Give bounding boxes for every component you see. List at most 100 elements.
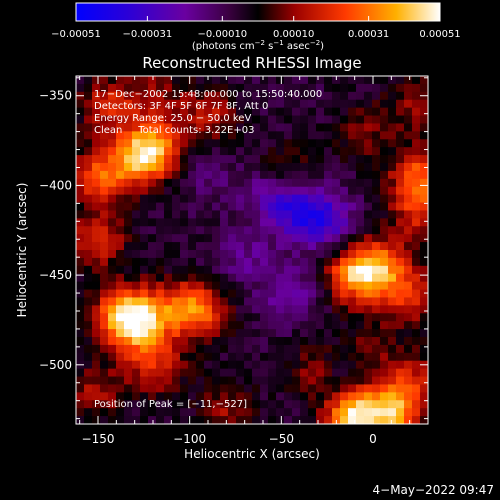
heatmap-cell [164,281,173,291]
heatmap-cell [260,202,269,212]
heatmap-cell [404,329,413,338]
heatmap-cell [116,147,125,156]
heatmap-cell [180,408,189,417]
heatmap-cell [228,281,237,291]
heatmap-cell [140,139,149,148]
heatmap-cell [292,313,301,322]
heatmap-cell [220,368,229,378]
heatmap-cell [148,297,157,306]
heatmap-cell [124,186,133,196]
heatmap-cell [92,305,101,314]
heatmap-cell [276,194,285,204]
colorbar-tick-label: 0.00031 [348,29,389,40]
heatmap-cell [396,376,405,386]
heatmap-cell [188,218,197,227]
heatmap-cell [172,99,181,109]
heatmap-cell [284,352,293,362]
heatmap-cell [180,289,189,299]
heatmap-cell [228,91,237,101]
heatmap-cell [308,218,317,227]
annotation-energy-range: Energy Range: 25.0 − 50.0 keV [94,113,251,124]
heatmap-cell [196,218,205,227]
heatmap-cell [132,155,141,164]
heatmap-cell [124,368,133,378]
heatmap-cell [84,376,93,386]
heatmap-cell [156,313,165,322]
heatmap-cell [196,99,205,109]
heatmap-cell [404,226,413,235]
heatmap-cell [420,273,428,283]
heatmap-cell [92,250,101,259]
heatmap-cell [188,392,197,401]
heatmap-cell [92,289,101,299]
heatmap-cell [316,313,325,322]
heatmap-cell [404,376,413,386]
heatmap-cell [276,170,285,180]
heatmap-cell [92,352,101,362]
heatmap-cell [188,170,197,180]
heatmap-cell [188,123,197,132]
heatmap-cell [108,218,117,227]
heatmap-cell [412,313,421,322]
heatmap-cell [372,194,381,204]
heatmap-cell [308,131,317,140]
heatmap-cell [228,234,237,243]
heatmap-cell [244,131,253,140]
heatmap-cell [284,226,293,235]
heatmap-cell [180,321,189,330]
heatmap-cell [332,273,341,283]
heatmap-cell [324,99,333,109]
heatmap-cell [92,139,101,148]
heatmap-cell [188,83,197,93]
heatmap-cell [268,376,277,386]
heatmap-cell [340,194,349,204]
heatmap-cell [340,178,349,188]
heatmap-cell [92,147,101,156]
heatmap-cell [140,107,149,117]
heatmap-cell [252,131,261,140]
heatmap-cell [356,83,365,93]
heatmap-cell [204,392,213,401]
heatmap-cell [364,99,373,109]
heatmap-cell [164,242,173,251]
heatmap-cell [380,392,389,401]
heatmap-cell [308,265,317,275]
heatmap-cell [324,368,333,378]
heatmap-cell [100,416,109,424]
heatmap-cell [196,352,205,362]
heatmap-cell [340,186,349,196]
heatmap-cell [284,344,293,354]
heatmap-cell [396,147,405,156]
heatmap-cell [124,281,133,291]
heatmap-cell [140,234,149,243]
heatmap-cell [324,305,333,314]
heatmap-cell [100,107,109,117]
heatmap-cell [172,147,181,156]
heatmap-cell [188,163,197,172]
heatmap-cell [356,392,365,401]
heatmap-cell [316,218,325,227]
heatmap-cell [236,99,245,109]
heatmap-cell [292,250,301,259]
heatmap-cell [196,265,205,275]
heatmap-cell [100,139,109,148]
heatmap-cell [396,76,405,85]
heatmap-cell [76,265,85,275]
heatmap-cell [140,194,149,204]
heatmap-cell [172,210,181,219]
heatmap-cell [404,99,413,109]
heatmap-cell [84,384,93,393]
heatmap-cell [188,297,197,306]
heatmap-cell [268,139,277,148]
heatmap-cell [196,400,205,409]
heatmap-cell [260,139,269,148]
heatmap-cell [132,305,141,314]
x-axis-label: Heliocentric X (arcsec) [184,447,320,461]
heatmap-cell [228,147,237,156]
heatmap-cell [300,281,309,291]
heatmap-cell [76,234,85,243]
heatmap-cell [268,408,277,417]
heatmap-cell [180,265,189,275]
colorbar [76,3,440,21]
heatmap-cell [348,107,357,117]
